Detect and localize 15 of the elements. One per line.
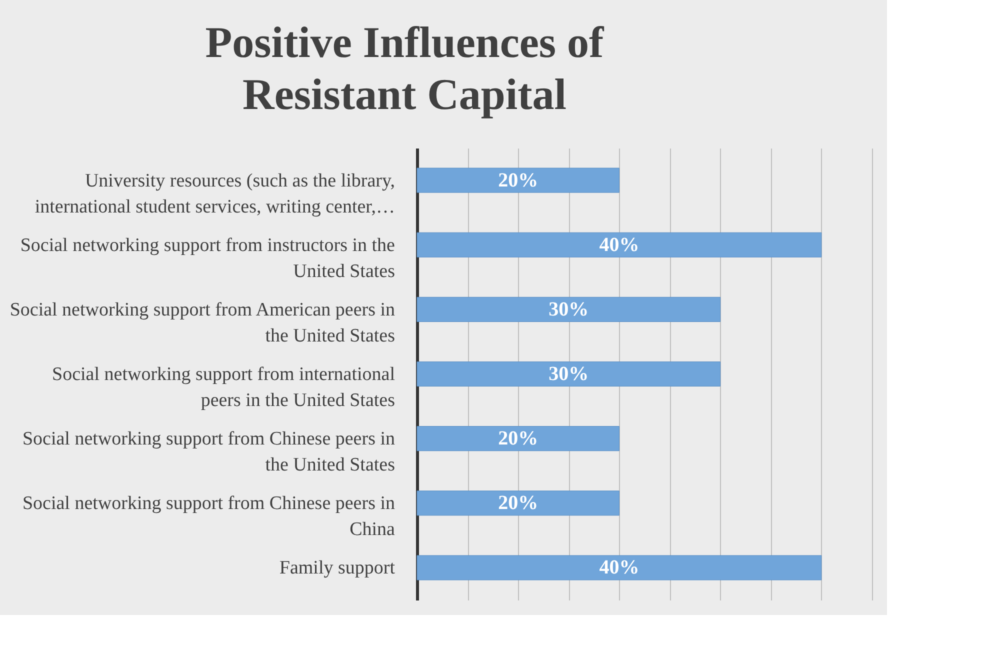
y-tick-label: Social networking support from instructors in the United States	[20, 234, 395, 282]
y-tick-label: Social networking support from Chinese peers in the United States	[22, 428, 396, 476]
data-label: 40%	[599, 234, 640, 256]
y-tick-label: Social networking support from international peers in the United States	[52, 364, 395, 411]
data-label: 20%	[498, 169, 538, 192]
data-label: 30%	[548, 298, 589, 320]
data-label: 40%	[599, 556, 640, 579]
chart-title: Positive Influences of Resistant Capital	[205, 18, 606, 119]
y-tick-label: University resources (such as the library, international student services, writing center,…	[34, 170, 395, 218]
data-label: 20%	[498, 428, 538, 450]
y-tick-label: Social networking support from Chinese peers in China	[22, 493, 396, 540]
y-tick-label: Social networking support from American peers in the United States	[10, 299, 396, 346]
y-tick-label: Family support	[279, 558, 396, 579]
data-label: 20%	[498, 492, 538, 514]
data-label: 30%	[548, 363, 589, 385]
